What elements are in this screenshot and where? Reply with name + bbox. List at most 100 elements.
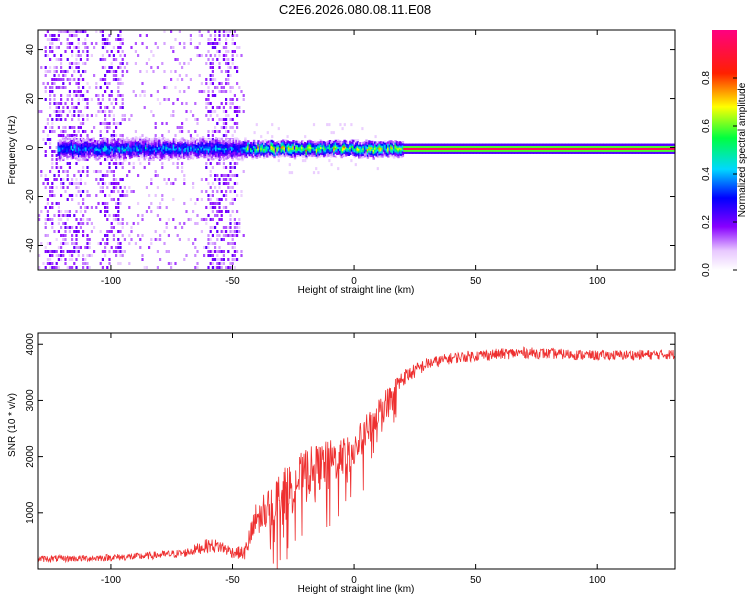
- heatmap-cell: [156, 90, 159, 93]
- heatmap-cell: [216, 174, 219, 177]
- heatmap-cell: [68, 42, 71, 45]
- heatmap-cell: [473, 145, 476, 148]
- heatmap-cell: [422, 151, 425, 154]
- heatmap-cell: [182, 144, 186, 148]
- heatmap-cell: [147, 141, 151, 145]
- heatmap-cell: [203, 153, 206, 157]
- heatmap-cell: [372, 155, 375, 158]
- heatmap-cell: [44, 218, 47, 221]
- heatmap-cell: [84, 262, 87, 265]
- heatmap-cell: [123, 118, 126, 121]
- heatmap-cell: [71, 34, 74, 37]
- heatmap-cell: [86, 146, 89, 150]
- heatmap-cell: [261, 152, 265, 155]
- heatmap-cell: [95, 144, 98, 148]
- heatmap-cell: [328, 145, 332, 149]
- heatmap-cell: [57, 174, 60, 177]
- heatmap-cell: [104, 182, 107, 185]
- heatmap-cell: [225, 34, 228, 37]
- heatmap-cell: [63, 150, 66, 153]
- heatmap-cell: [534, 143, 537, 146]
- heatmap-cell: [477, 151, 480, 154]
- heatmap-cell: [161, 198, 164, 201]
- heatmap-cell: [211, 118, 214, 121]
- heatmap-cell: [341, 127, 344, 131]
- heatmap-cell: [239, 149, 243, 153]
- heatmap-cell: [668, 149, 672, 152]
- heatmap-cell: [254, 146, 257, 149]
- heatmap-cell: [514, 147, 517, 150]
- heatmap-cell: [527, 151, 530, 154]
- heatmap-cell: [649, 147, 653, 150]
- heatmap-cell: [269, 141, 272, 144]
- heatmap-cell: [563, 149, 566, 152]
- heatmap-cell: [196, 146, 199, 149]
- heatmap-cell: [339, 144, 342, 147]
- heatmap-cell: [121, 141, 124, 144]
- heatmap-cell: [511, 145, 514, 148]
- heatmap-cell: [231, 234, 234, 237]
- heatmap-cell: [293, 143, 297, 146]
- heatmap-cell: [108, 82, 111, 85]
- heatmap-cell: [225, 54, 228, 57]
- heatmap-cell: [44, 74, 47, 77]
- heatmap-cell: [363, 141, 367, 144]
- heatmap-cell: [117, 246, 120, 249]
- heatmap-cell: [212, 152, 215, 155]
- heatmap-cell: [177, 157, 180, 161]
- heatmap-cell: [282, 147, 285, 150]
- heatmap-cell: [254, 153, 257, 157]
- heatmap-cell: [395, 143, 399, 146]
- heatmap-cell: [82, 166, 85, 169]
- heatmap-cell: [53, 38, 56, 41]
- heatmap-cell: [106, 234, 109, 237]
- heatmap-cell: [89, 154, 92, 157]
- heatmap-cell: [99, 58, 102, 61]
- heatmap-cell: [134, 144, 138, 147]
- heatmap-cell: [435, 147, 438, 150]
- heatmap-cell: [170, 262, 173, 265]
- heatmap-cell: [150, 144, 154, 147]
- heatmap-cell: [648, 143, 651, 146]
- heatmap-cell: [233, 234, 236, 237]
- heatmap-cell: [123, 157, 126, 160]
- heatmap-cell: [225, 226, 228, 229]
- heatmap-cell: [428, 151, 431, 154]
- heatmap-cell: [240, 254, 243, 257]
- heatmap-cell: [44, 266, 47, 269]
- heatmap-cell: [236, 250, 239, 253]
- heatmap-cell: [44, 54, 47, 57]
- heatmap-cell: [233, 50, 236, 53]
- heatmap-cell: [62, 130, 65, 133]
- heatmap-cell: [225, 157, 228, 160]
- heatmap-cell: [90, 54, 93, 57]
- heatmap-cell: [200, 141, 203, 144]
- heatmap-cell: [61, 147, 65, 150]
- heatmap-cell: [120, 141, 123, 144]
- heatmap-cell: [64, 148, 68, 151]
- heatmap-cell: [104, 139, 107, 142]
- heatmap-cell: [209, 66, 212, 69]
- heatmap-cell: [38, 218, 41, 221]
- heatmap-cell: [60, 78, 63, 81]
- heatmap-cell: [207, 182, 210, 185]
- heatmap-cell: [242, 94, 245, 97]
- heatmap-cell: [111, 150, 114, 153]
- heatmap-cell: [611, 145, 615, 148]
- heatmap-cell: [77, 98, 80, 101]
- heatmap-cell: [119, 122, 122, 125]
- heatmap-cell: [512, 149, 515, 152]
- heatmap-cell: [73, 246, 76, 249]
- heatmap-cell: [643, 145, 647, 148]
- heatmap-cell: [229, 102, 232, 105]
- heatmap-cell: [106, 82, 109, 85]
- heatmap-cell: [77, 66, 80, 69]
- heatmap-cell: [102, 151, 106, 154]
- heatmap-cell: [352, 143, 355, 146]
- heatmap-cell: [279, 151, 282, 154]
- heatmap-cell: [610, 145, 613, 148]
- heatmap-cell: [82, 154, 85, 157]
- heatmap-cell: [211, 202, 214, 205]
- heatmap-cell: [55, 38, 58, 41]
- heatmap-cell: [167, 262, 170, 265]
